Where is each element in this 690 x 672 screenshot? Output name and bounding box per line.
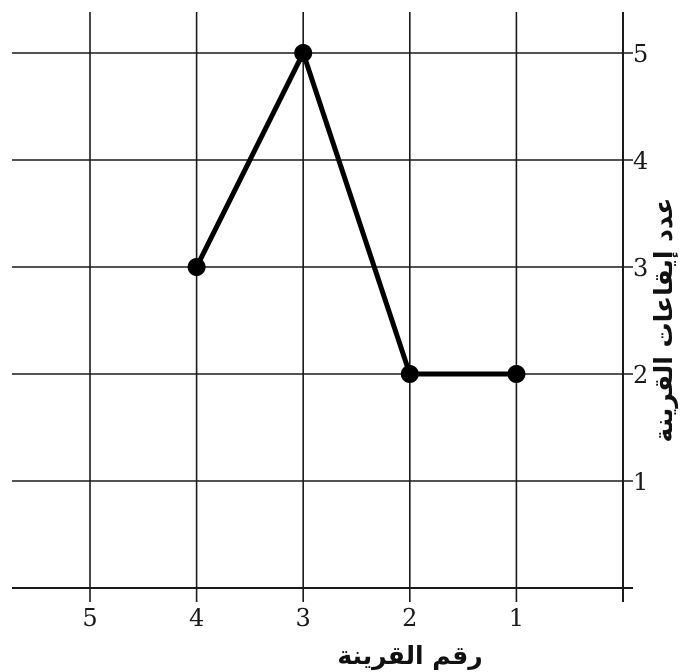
y-tick-label-4: 4 (633, 147, 648, 175)
axes (12, 12, 633, 602)
x-tick-label-3: 3 (296, 604, 311, 632)
y-tick-label-3: 3 (633, 254, 648, 282)
data-point-2 (400, 365, 419, 383)
series-line-0 (194, 50, 519, 377)
x-tick-label-4: 4 (189, 604, 204, 632)
data-point-4 (187, 258, 206, 276)
grid (12, 12, 633, 602)
y-tick-label-1: 1 (633, 468, 648, 496)
x-tick-label-2: 2 (402, 604, 417, 632)
data-point-3 (294, 44, 313, 62)
y-tick-label-5: 5 (633, 40, 648, 68)
x-tick-label-5: 5 (82, 604, 97, 632)
x-tick-label-1: 1 (509, 604, 524, 632)
data-series (187, 44, 526, 383)
y-axis-title: عدد إيقاعات القرينة (649, 198, 679, 443)
tick-labels: 5 4 3 2 1 1 2 3 4 5 (82, 40, 648, 632)
data-point-1 (507, 365, 526, 383)
x-axis-title: رقم القرينة (337, 641, 482, 671)
y-tick-label-2: 2 (633, 361, 648, 389)
